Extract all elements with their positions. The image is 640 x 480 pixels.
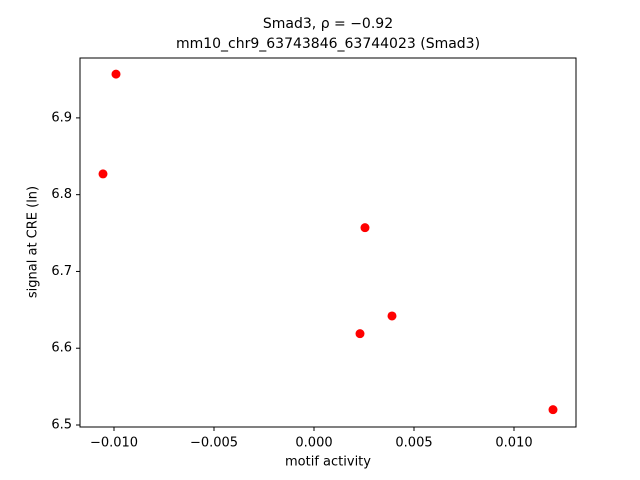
x-tick-label: −0.010 bbox=[90, 436, 138, 451]
point bbox=[387, 311, 397, 321]
x-tick-label: 0.010 bbox=[495, 436, 532, 451]
x-tick-label: 0.005 bbox=[395, 436, 432, 451]
y-axis-label: signal at CRE (ln) bbox=[26, 186, 41, 298]
x-tick-label: 0.000 bbox=[295, 436, 332, 451]
y-tick-label: 6.6 bbox=[51, 341, 72, 356]
chart-subtitle: mm10_chr9_63743846_63744023 (Smad3) bbox=[176, 36, 480, 52]
point bbox=[355, 329, 365, 339]
point bbox=[548, 405, 558, 415]
point bbox=[111, 69, 121, 79]
y-tick-label: 6.8 bbox=[51, 187, 72, 202]
x-tick-label: −0.005 bbox=[190, 436, 238, 451]
chart-title: Smad3, ρ = −0.92 bbox=[263, 16, 393, 32]
y-tick-label: 6.7 bbox=[51, 264, 72, 279]
point bbox=[98, 169, 108, 179]
y-tick-label: 6.9 bbox=[51, 110, 72, 125]
x-axis-label: motif activity bbox=[285, 455, 371, 470]
point bbox=[360, 223, 370, 233]
plot-frame bbox=[79, 57, 577, 428]
y-tick-label: 6.5 bbox=[51, 418, 72, 433]
